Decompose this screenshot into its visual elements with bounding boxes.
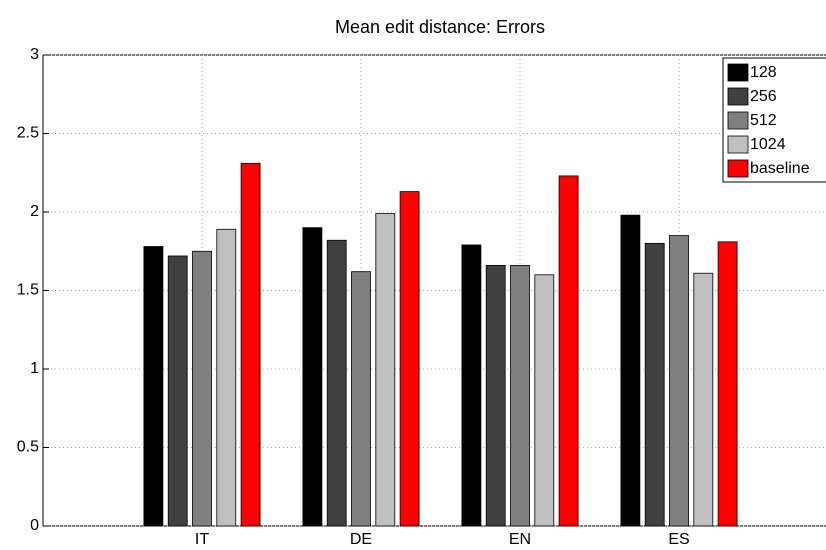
- y-tick-label: 2.5: [17, 125, 39, 142]
- bar: [534, 274, 555, 527]
- legend-label: 1024: [750, 136, 786, 153]
- x-tick-label: ES: [668, 531, 689, 548]
- bar: [375, 213, 396, 527]
- y-tick-label: 2: [30, 203, 39, 220]
- legend-label: 128: [750, 64, 777, 81]
- bar: [216, 228, 237, 527]
- legend-label: 256: [750, 88, 777, 105]
- bar: [143, 246, 164, 527]
- bar: [485, 264, 506, 527]
- legend-swatch: [727, 63, 749, 82]
- legend-swatch: [727, 159, 749, 178]
- bar: [167, 255, 188, 527]
- x-tick-label: IT: [195, 531, 209, 548]
- bar: [669, 235, 689, 527]
- y-tick-label: 0: [30, 517, 39, 534]
- y-tick-label: 3: [30, 46, 39, 63]
- y-tick-label: 1.5: [17, 282, 39, 299]
- y-tick-label: 0.5: [17, 439, 39, 456]
- x-tick-label: EN: [509, 531, 531, 548]
- bar: [351, 271, 371, 527]
- chart-title: Mean edit distance: Errors: [335, 17, 545, 37]
- bar: [558, 175, 579, 527]
- bar: [693, 272, 714, 527]
- bar: [510, 264, 530, 527]
- legend-swatch: [727, 111, 749, 130]
- bar: [620, 214, 641, 527]
- y-tick-label: 1: [30, 360, 39, 377]
- bar: [326, 239, 347, 527]
- bar: [240, 162, 261, 527]
- bar: [717, 241, 738, 527]
- bar: [302, 227, 323, 527]
- legend-label: 512: [750, 112, 777, 129]
- bar: [192, 250, 212, 527]
- legend-label: baseline: [750, 160, 810, 177]
- x-tick-label: DE: [350, 531, 372, 548]
- bar: [399, 191, 420, 527]
- legend-swatch: [727, 87, 749, 106]
- bar: [461, 244, 482, 527]
- legend-swatch: [727, 135, 749, 154]
- bar: [644, 242, 665, 527]
